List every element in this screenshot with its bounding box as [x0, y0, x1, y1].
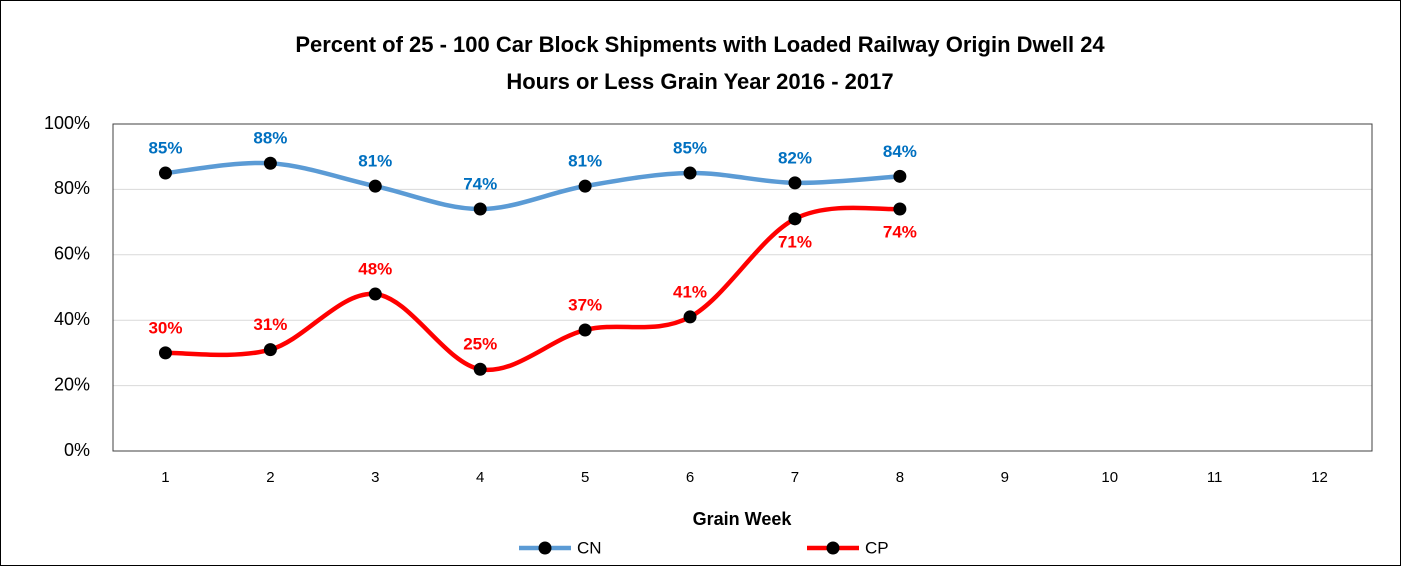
data-point [788, 176, 802, 190]
data-point [788, 212, 802, 226]
data-label: 88% [253, 129, 287, 148]
legend-label: CP [865, 538, 889, 557]
data-label: 84% [883, 142, 917, 161]
data-point [893, 202, 907, 216]
x-tick-label: 1 [161, 469, 169, 486]
data-label: 31% [253, 315, 287, 334]
data-label: 41% [673, 282, 707, 301]
x-tick-label: 4 [476, 469, 484, 486]
data-point [893, 169, 907, 183]
data-label: 74% [883, 223, 917, 242]
data-label: 25% [463, 335, 497, 354]
x-tick-label: 9 [1001, 469, 1009, 486]
x-tick-label: 12 [1311, 469, 1328, 486]
data-point [578, 179, 592, 193]
data-label: 48% [358, 260, 392, 279]
data-point [263, 343, 277, 357]
legend-label: CN [577, 538, 602, 557]
x-axis-title: Grain Week [693, 509, 793, 529]
x-tick-label: 10 [1101, 469, 1118, 486]
data-point [368, 179, 382, 193]
x-tick-label: 3 [371, 469, 379, 486]
data-point [473, 362, 487, 376]
data-label: 30% [148, 318, 182, 337]
y-tick-label: 20% [54, 374, 90, 394]
data-point [683, 166, 697, 180]
x-tick-label: 6 [686, 469, 694, 486]
legend-marker [538, 541, 552, 555]
data-label: 81% [568, 152, 602, 171]
data-point [263, 156, 277, 170]
y-tick-label: 100% [44, 113, 90, 133]
plot-area-border [112, 123, 1373, 452]
chart-subtitle: Hours or Less Grain Year 2016 - 2017 [506, 69, 893, 94]
series-line [163, 205, 903, 373]
data-label: 71% [778, 232, 812, 251]
x-tick-label: 11 [1207, 469, 1223, 486]
x-tick-label: 7 [791, 469, 799, 486]
data-point [473, 202, 487, 216]
chart-title: Percent of 25 - 100 Car Block Shipments … [295, 32, 1105, 57]
x-tick-label: 2 [266, 469, 274, 486]
data-label: 85% [673, 139, 707, 158]
data-point [683, 310, 697, 324]
data-label: 37% [568, 295, 602, 314]
y-tick-label: 80% [54, 178, 90, 198]
data-label: 81% [358, 152, 392, 171]
y-tick-label: 60% [54, 244, 90, 264]
y-tick-label: 0% [64, 440, 90, 460]
data-label: 74% [463, 175, 497, 194]
data-point [158, 166, 172, 180]
x-tick-label: 5 [581, 469, 589, 486]
y-tick-label: 40% [54, 309, 90, 329]
data-label: 82% [778, 148, 812, 167]
data-point [158, 346, 172, 360]
data-point [368, 287, 382, 301]
x-tick-label: 8 [896, 469, 904, 486]
series-line [163, 160, 903, 212]
legend-marker [826, 541, 840, 555]
data-label: 85% [148, 139, 182, 158]
data-point [578, 323, 592, 337]
